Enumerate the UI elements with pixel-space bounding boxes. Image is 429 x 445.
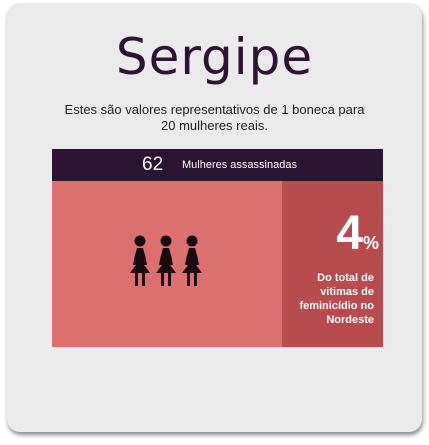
woman-figure-icon <box>130 235 150 286</box>
stats-header: 62 Mulheres assassinadas <box>52 149 383 181</box>
percent-value: 4 <box>336 207 363 260</box>
subtitle-line-2: 20 mulheres reais. <box>161 118 268 133</box>
percent-description-line: vitimas de <box>320 286 374 298</box>
percent-symbol: % <box>362 233 379 253</box>
subtitle-line-1: Estes são valores representativos de 1 b… <box>64 102 365 117</box>
percent-panel: 4% Do total de vitimas de feminicídio no… <box>282 181 383 347</box>
dolls-panel <box>52 181 282 347</box>
percent-description-line: Do total de <box>317 272 374 284</box>
subtitle: Estes são valores representativos de 1 b… <box>40 102 389 134</box>
page-title: Sergipe <box>115 28 314 86</box>
percent-description-line: Nordeste <box>326 314 374 326</box>
doll-group <box>129 235 203 287</box>
percent-description: Do total de vitimas de feminicídio no No… <box>284 271 374 327</box>
woman-figure-icon <box>182 235 202 286</box>
percent-description-line: feminicídio no <box>299 300 374 312</box>
murder-count: 62 <box>142 154 164 175</box>
percent-value-wrap: 4% <box>336 209 379 259</box>
murder-count-label: Mulheres assassinadas <box>182 159 297 171</box>
woman-figure-icon <box>156 235 176 286</box>
